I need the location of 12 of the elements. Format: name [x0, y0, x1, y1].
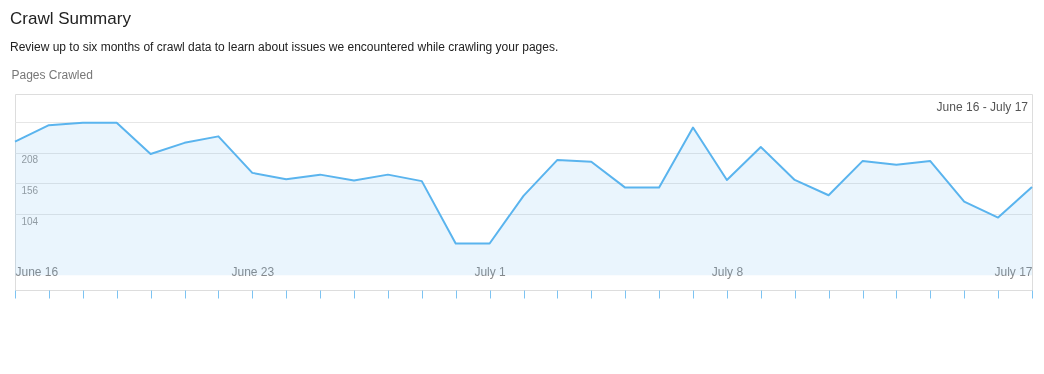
chart-subtitle: Review up to six months of crawl data to learn about issues we encountered while crawling your pages.: [10, 40, 559, 54]
x-tick-label: June 23: [231, 264, 275, 279]
x-tick-label: July 17: [994, 264, 1033, 279]
x-tick-label: June 16: [15, 264, 59, 279]
annotation: June 16 - July 17: [936, 100, 1029, 114]
y-tick-label: 208: [21, 154, 39, 166]
x-tick-label: July 1: [474, 264, 507, 279]
y-tick-label: 104: [21, 215, 39, 227]
y-axis-title: Pages Crawled: [11, 67, 93, 82]
chart-title: Crawl Summary: [10, 9, 132, 28]
x-tick-label: July 8: [711, 264, 744, 279]
y-tick-label: 156: [21, 184, 39, 196]
